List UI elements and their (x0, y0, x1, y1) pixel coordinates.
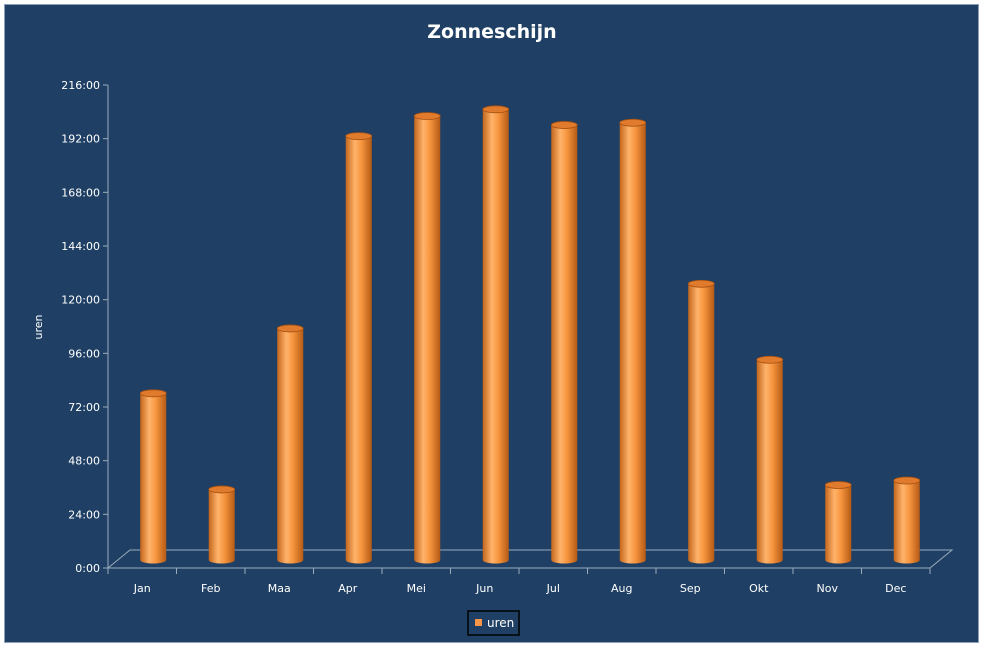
y-tick-label: 72:00 (68, 401, 100, 414)
bar-top (687, 279, 715, 288)
x-tick-label: Maa (268, 582, 291, 595)
bar-top (345, 132, 373, 141)
bar-top (824, 481, 852, 489)
bar-body (619, 122, 646, 564)
x-tick-label: Sep (680, 582, 701, 595)
bar (413, 112, 441, 564)
bar-top (893, 476, 921, 485)
bar (482, 105, 510, 564)
legend-swatch (475, 619, 482, 626)
bar-body (345, 136, 372, 564)
bar-top (139, 389, 167, 398)
y-tick-label: 48:00 (68, 455, 100, 468)
bar-body (140, 393, 167, 564)
bar-top (619, 118, 647, 127)
legend: uren (467, 610, 520, 636)
y-tick-label: 192:00 (61, 133, 100, 146)
bar (550, 121, 578, 564)
bar-top (550, 121, 578, 129)
bar-body (825, 484, 852, 564)
bar (139, 389, 167, 564)
bar-body (482, 109, 509, 564)
bar-top (413, 112, 441, 120)
x-tick-label: Feb (201, 582, 220, 595)
bar (276, 324, 304, 564)
bar-body (688, 283, 715, 564)
bars (139, 105, 921, 564)
x-tick-label: Mei (407, 582, 426, 595)
y-tick-label: 120:00 (61, 294, 100, 307)
x-tick-label: Apr (338, 582, 358, 595)
y-tick-label: 0:00 (75, 562, 100, 575)
bar (824, 481, 852, 564)
legend-box (467, 610, 520, 636)
bar (619, 118, 647, 564)
bar-top (276, 324, 304, 333)
chart-frame: Zonneschijn uren 0:00 24:00 48:00 72:00 96:0… (4, 4, 979, 643)
x-tick-label: Jul (546, 582, 560, 595)
bar (208, 485, 236, 564)
x-tick-label: Aug (611, 582, 632, 595)
bar-body (893, 480, 920, 564)
bar-body (756, 359, 783, 564)
chart-title: Zonneschijn (427, 21, 556, 43)
bar-top (756, 355, 784, 364)
y-tick-label: 24:00 (68, 508, 100, 521)
y-tick-label: 96:00 (68, 347, 100, 360)
bar-body (551, 124, 578, 564)
bar-top (208, 485, 236, 494)
x-tick-label: Jan (133, 582, 151, 595)
x-tick-label: Jun (475, 582, 493, 595)
y-tick-label: 144:00 (61, 240, 100, 253)
bar-body (277, 328, 304, 564)
x-tick-label: Nov (817, 582, 839, 595)
bar (756, 355, 784, 564)
y-tick-label: 168:00 (61, 186, 100, 199)
bar (893, 476, 921, 564)
x-axis: Jan Feb Maa Apr Mei Jun Jul Aug Sep Okt Nov Dec (107, 567, 931, 595)
bar (345, 132, 373, 564)
bar-top (482, 105, 510, 114)
y-tick-label: 216:00 (61, 79, 100, 92)
x-tick-label: Dec (885, 582, 906, 595)
y-axis: 0:00 24:00 48:00 72:00 96:00 120:00 144:00 168:… (61, 79, 109, 575)
bar-body (414, 116, 441, 564)
bar-body (208, 489, 235, 564)
legend-label: uren (487, 616, 514, 630)
bar (687, 279, 715, 564)
chart-svg: Zonneschijn uren 0:00 24:00 48:00 72:00 96:0… (32, 21, 954, 636)
y-axis-title: uren (32, 314, 45, 339)
x-tick-label: Okt (749, 582, 769, 595)
